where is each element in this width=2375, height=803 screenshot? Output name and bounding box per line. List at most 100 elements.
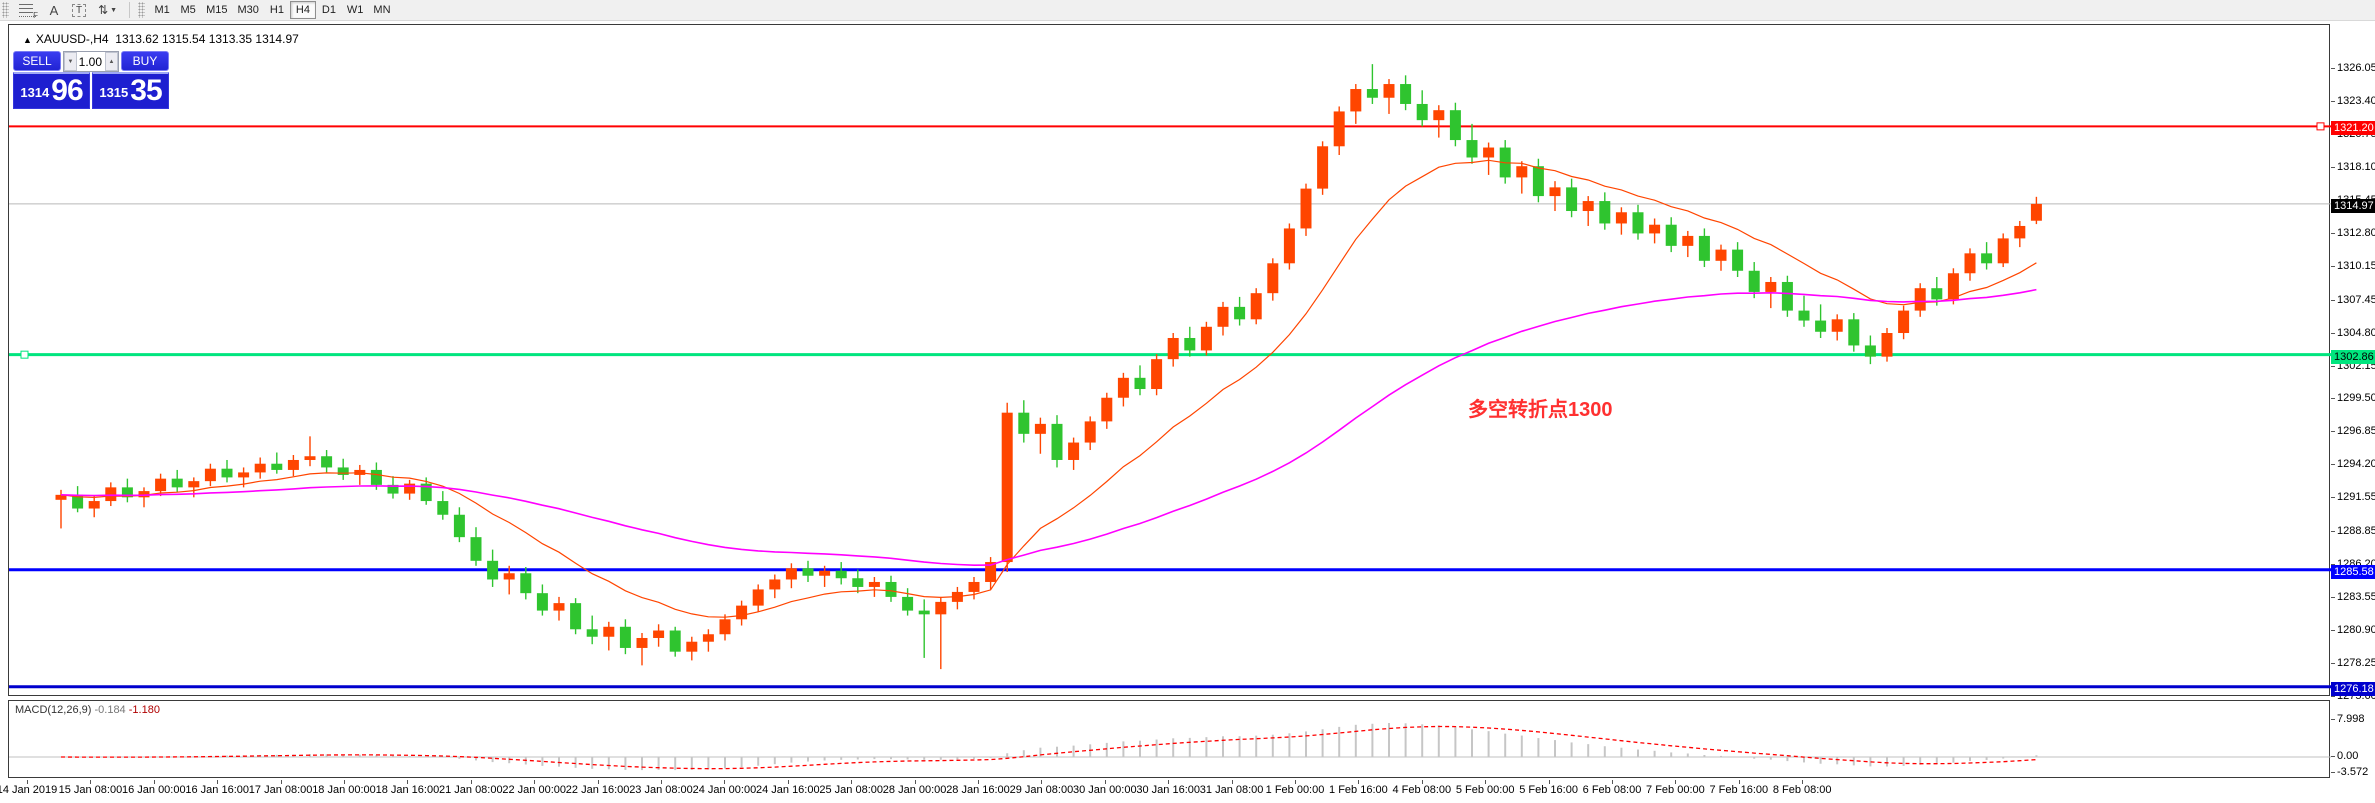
date-label: 18 Jan 00:00	[312, 784, 376, 796]
date-label: 7 Feb 00:00	[1646, 784, 1705, 796]
macd-name: MACD(12,26,9)	[15, 704, 92, 716]
date-axis[interactable]: 14 Jan 2019 15 Jan 08:00 16 Jan 00:00 16 Ja…	[0, 780, 2373, 800]
date-tick	[217, 780, 219, 784]
date-label: 16 Jan 16:00	[185, 784, 249, 796]
macd-axis-tick: 0.00	[2330, 750, 2359, 762]
chart-window: ▲ XAUUSD-,H4 1313.62 1315.54 1313.35 1314…	[0, 21, 2375, 803]
date-label: 1 Feb 00:00	[1265, 784, 1325, 796]
timeframe-button-h4[interactable]: H4	[289, 1, 316, 19]
timeframe-toolbar: M1 M5 M15 M30 H1 H4 D1 W1 MN	[149, 1, 395, 19]
date-tick	[1738, 780, 1740, 784]
timeframe-button-d1[interactable]: D1	[321, 4, 336, 16]
chart-plot-area[interactable]: ▲ XAUUSD-,H4 1313.62 1315.54 1313.35 1314…	[8, 24, 2331, 696]
date-tick	[407, 780, 409, 784]
date-label: 17 Jan 08:00	[248, 784, 313, 796]
price-tick: 1278.25	[2331, 657, 2375, 669]
date-label: 23 Jan 08:00	[629, 784, 693, 796]
date-tick	[90, 780, 92, 784]
date-label: 5 Feb 00:00	[1455, 784, 1515, 796]
date-tick	[1612, 780, 1613, 784]
date-tick	[470, 780, 472, 784]
toolbar-drag-handle[interactable]	[2, 2, 9, 18]
timeframe-button-mn[interactable]: MN	[373, 4, 391, 16]
price-tick: 1296.85	[2331, 425, 2375, 438]
top-toolbar: F A T ⇅ ▼ M1 M5 M15 M30 H1 H4 D1 W1 MN	[0, 0, 2375, 21]
date-label: 28 Jan 16:00	[946, 784, 1010, 796]
date-tick	[1548, 780, 1550, 784]
macd-main-value: -0.184	[94, 704, 126, 716]
timeframe-button-h1[interactable]: H1	[269, 4, 284, 16]
price-tick: 1291.55	[2331, 491, 2375, 504]
timeframe-button-w1[interactable]: W1	[346, 4, 364, 16]
date-tick	[661, 780, 662, 784]
chart-title: ▲ XAUUSD-,H4 1313.62 1315.54 1313.35 1314…	[23, 32, 299, 46]
date-label: 8 Feb 08:00	[1772, 784, 1832, 796]
price-tick: 1326.05	[2331, 62, 2375, 74]
macd-indicator-label: MACD(12,26,9) -0.184 -1.180	[15, 704, 160, 716]
symbol-period-label: XAUUSD-,H4	[35, 32, 109, 46]
timeframe-button-m15[interactable]: M15	[206, 4, 228, 16]
sell-button[interactable]: SELL	[13, 51, 61, 71]
bid-price-label: 1314.97	[2331, 198, 2375, 213]
date-tick	[1358, 780, 1360, 784]
date-label: 30 Jan 16:00	[1136, 784, 1200, 796]
one-click-trading-panel: SELL ▼ 1.00 ▲ BUY 1314 96 1315 35	[13, 51, 169, 109]
date-label: 16 Jan 00:00	[121, 784, 186, 796]
date-tick	[534, 780, 536, 784]
resistance-line-price-label: 1321.20	[2331, 121, 2375, 136]
text-label-tool-button[interactable]: T	[66, 1, 92, 19]
sell-price-big: 96	[51, 74, 83, 107]
macd-signal-line	[60, 725, 2037, 770]
date-label: 22 Jan 00:00	[502, 784, 566, 796]
price-axis[interactable]: 1326.051323.401320.751318.101315.451312.…	[2330, 24, 2375, 778]
price-tick: 1312.80	[2331, 226, 2375, 239]
macd-subwindow[interactable]: MACD(12,26,9) -0.184 -1.180	[8, 700, 2331, 778]
timeframe-button-m1[interactable]: M1	[154, 4, 170, 16]
ma-fast-line	[60, 159, 2037, 618]
support-line-2-price-label: 1276.18	[2331, 681, 2375, 696]
date-tick	[978, 780, 979, 784]
price-tick: 1288.85	[2331, 525, 2375, 538]
ohlc-values: 1313.62 1315.54 1313.35 1314.97	[115, 32, 299, 46]
price-tick: 1310.15	[2331, 259, 2375, 272]
pivot-line-1300-handle	[20, 350, 29, 359]
date-tick	[1675, 780, 1677, 784]
date-tick	[1485, 780, 1487, 784]
date-label: 28 Jan 00:00	[882, 784, 947, 796]
price-tick: 1318.10	[2331, 160, 2375, 173]
buy-button[interactable]: BUY	[121, 51, 169, 71]
buy-price-quote[interactable]: 1315 35	[92, 72, 169, 109]
date-tick	[153, 780, 155, 784]
timeframe-button-m5[interactable]: M5	[180, 4, 196, 16]
date-label: 5 Feb 16:00	[1519, 784, 1578, 796]
macd-axis-tick: 7.998	[2331, 713, 2365, 726]
date-tick	[851, 780, 853, 784]
date-tick	[1231, 780, 1233, 784]
macd-signal-value: -1.180	[128, 704, 160, 716]
date-label: 24 Jan 16:00	[755, 784, 820, 796]
arrows-icon: ⇅	[98, 3, 109, 17]
one-click-panel-toggle[interactable]: ▲	[23, 35, 32, 45]
sell-price-quote[interactable]: 1314 96	[13, 72, 90, 109]
text-tool-button[interactable]: A	[42, 1, 66, 19]
chart-text-annotation[interactable]: 多空转折点1300	[1468, 399, 1613, 421]
date-tick	[1168, 780, 1170, 784]
chevron-down-icon[interactable]: ▼	[110, 6, 118, 14]
date-label: 21 Jan 08:00	[438, 784, 503, 796]
volume-increase-button[interactable]: ▲	[105, 52, 118, 71]
date-tick	[597, 780, 599, 784]
timeframe-button-m30[interactable]: M30	[237, 4, 259, 16]
volume-value[interactable]: 1.00	[78, 54, 102, 69]
price-tick: 1283.55	[2331, 591, 2375, 604]
fibonacci-tool-button[interactable]: F	[13, 1, 42, 20]
date-label: 22 Jan 16:00	[565, 784, 630, 796]
date-tick	[787, 780, 789, 784]
arrows-tool-button[interactable]: ⇅ ▼	[92, 1, 123, 19]
toolbar-separator	[129, 2, 131, 18]
ma-slow-line	[60, 288, 2037, 567]
volume-decrease-button[interactable]: ▼	[64, 52, 77, 71]
date-label: 25 Jan 08:00	[819, 784, 883, 796]
date-tick	[1041, 780, 1043, 784]
price-tick: 1323.40	[2331, 94, 2375, 107]
timeframe-toolbar-handle[interactable]	[138, 2, 146, 18]
